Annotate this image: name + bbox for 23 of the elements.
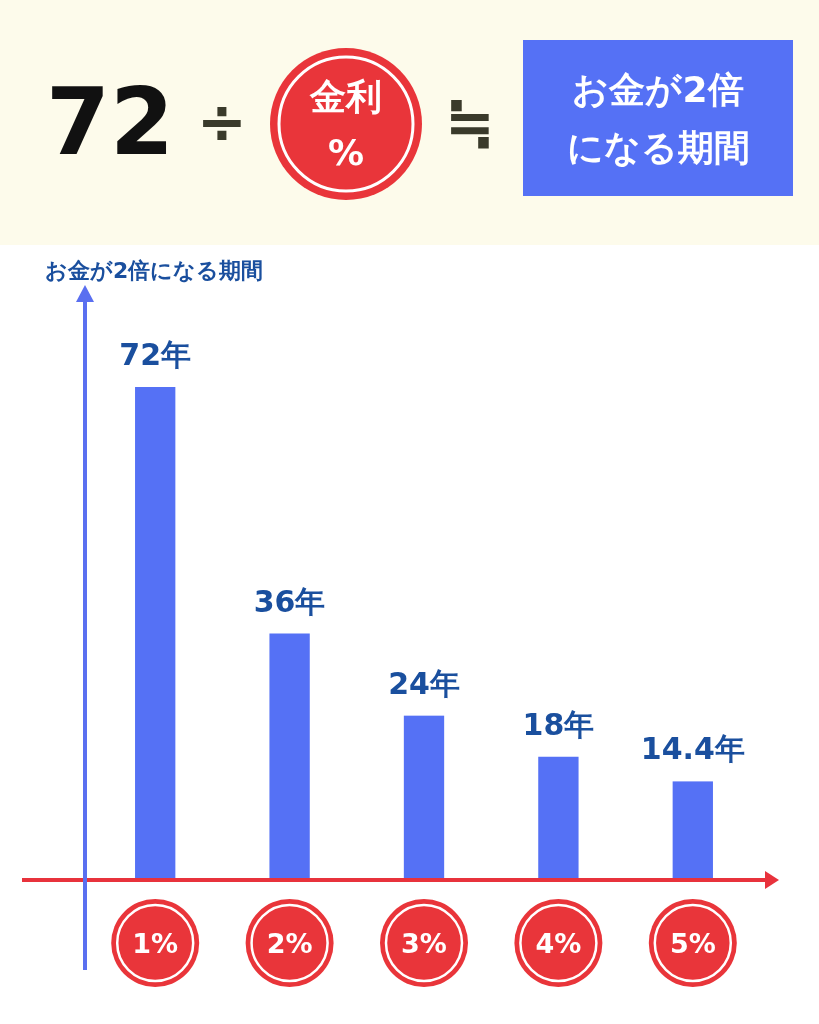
y-axis-title: お金が2倍になる期間 [45, 258, 264, 283]
data-label: 36年 [253, 583, 326, 619]
text: 金利 [309, 75, 382, 117]
text: お金が2倍 [572, 68, 744, 110]
bar [672, 781, 713, 880]
x-tick-label: 5% [669, 927, 716, 959]
x-tick-label: 2% [266, 927, 313, 959]
x-tick-label: 1% [132, 927, 179, 959]
data-label: 72年 [119, 337, 192, 372]
bar [538, 756, 579, 880]
bar [269, 633, 310, 880]
text: % [327, 131, 365, 173]
data-label: 14.4年 [640, 731, 745, 767]
text: ÷ [196, 87, 248, 157]
data-label: 18年 [522, 706, 595, 742]
text: になる期間 [566, 126, 750, 168]
data-label: 24年 [388, 665, 460, 701]
x-tick-label: 3% [401, 927, 447, 959]
bar [403, 715, 445, 880]
text: ≒ [444, 87, 496, 157]
x-tick-label: 4% [535, 927, 582, 959]
text: 72 [45, 68, 175, 176]
bar [135, 387, 176, 880]
